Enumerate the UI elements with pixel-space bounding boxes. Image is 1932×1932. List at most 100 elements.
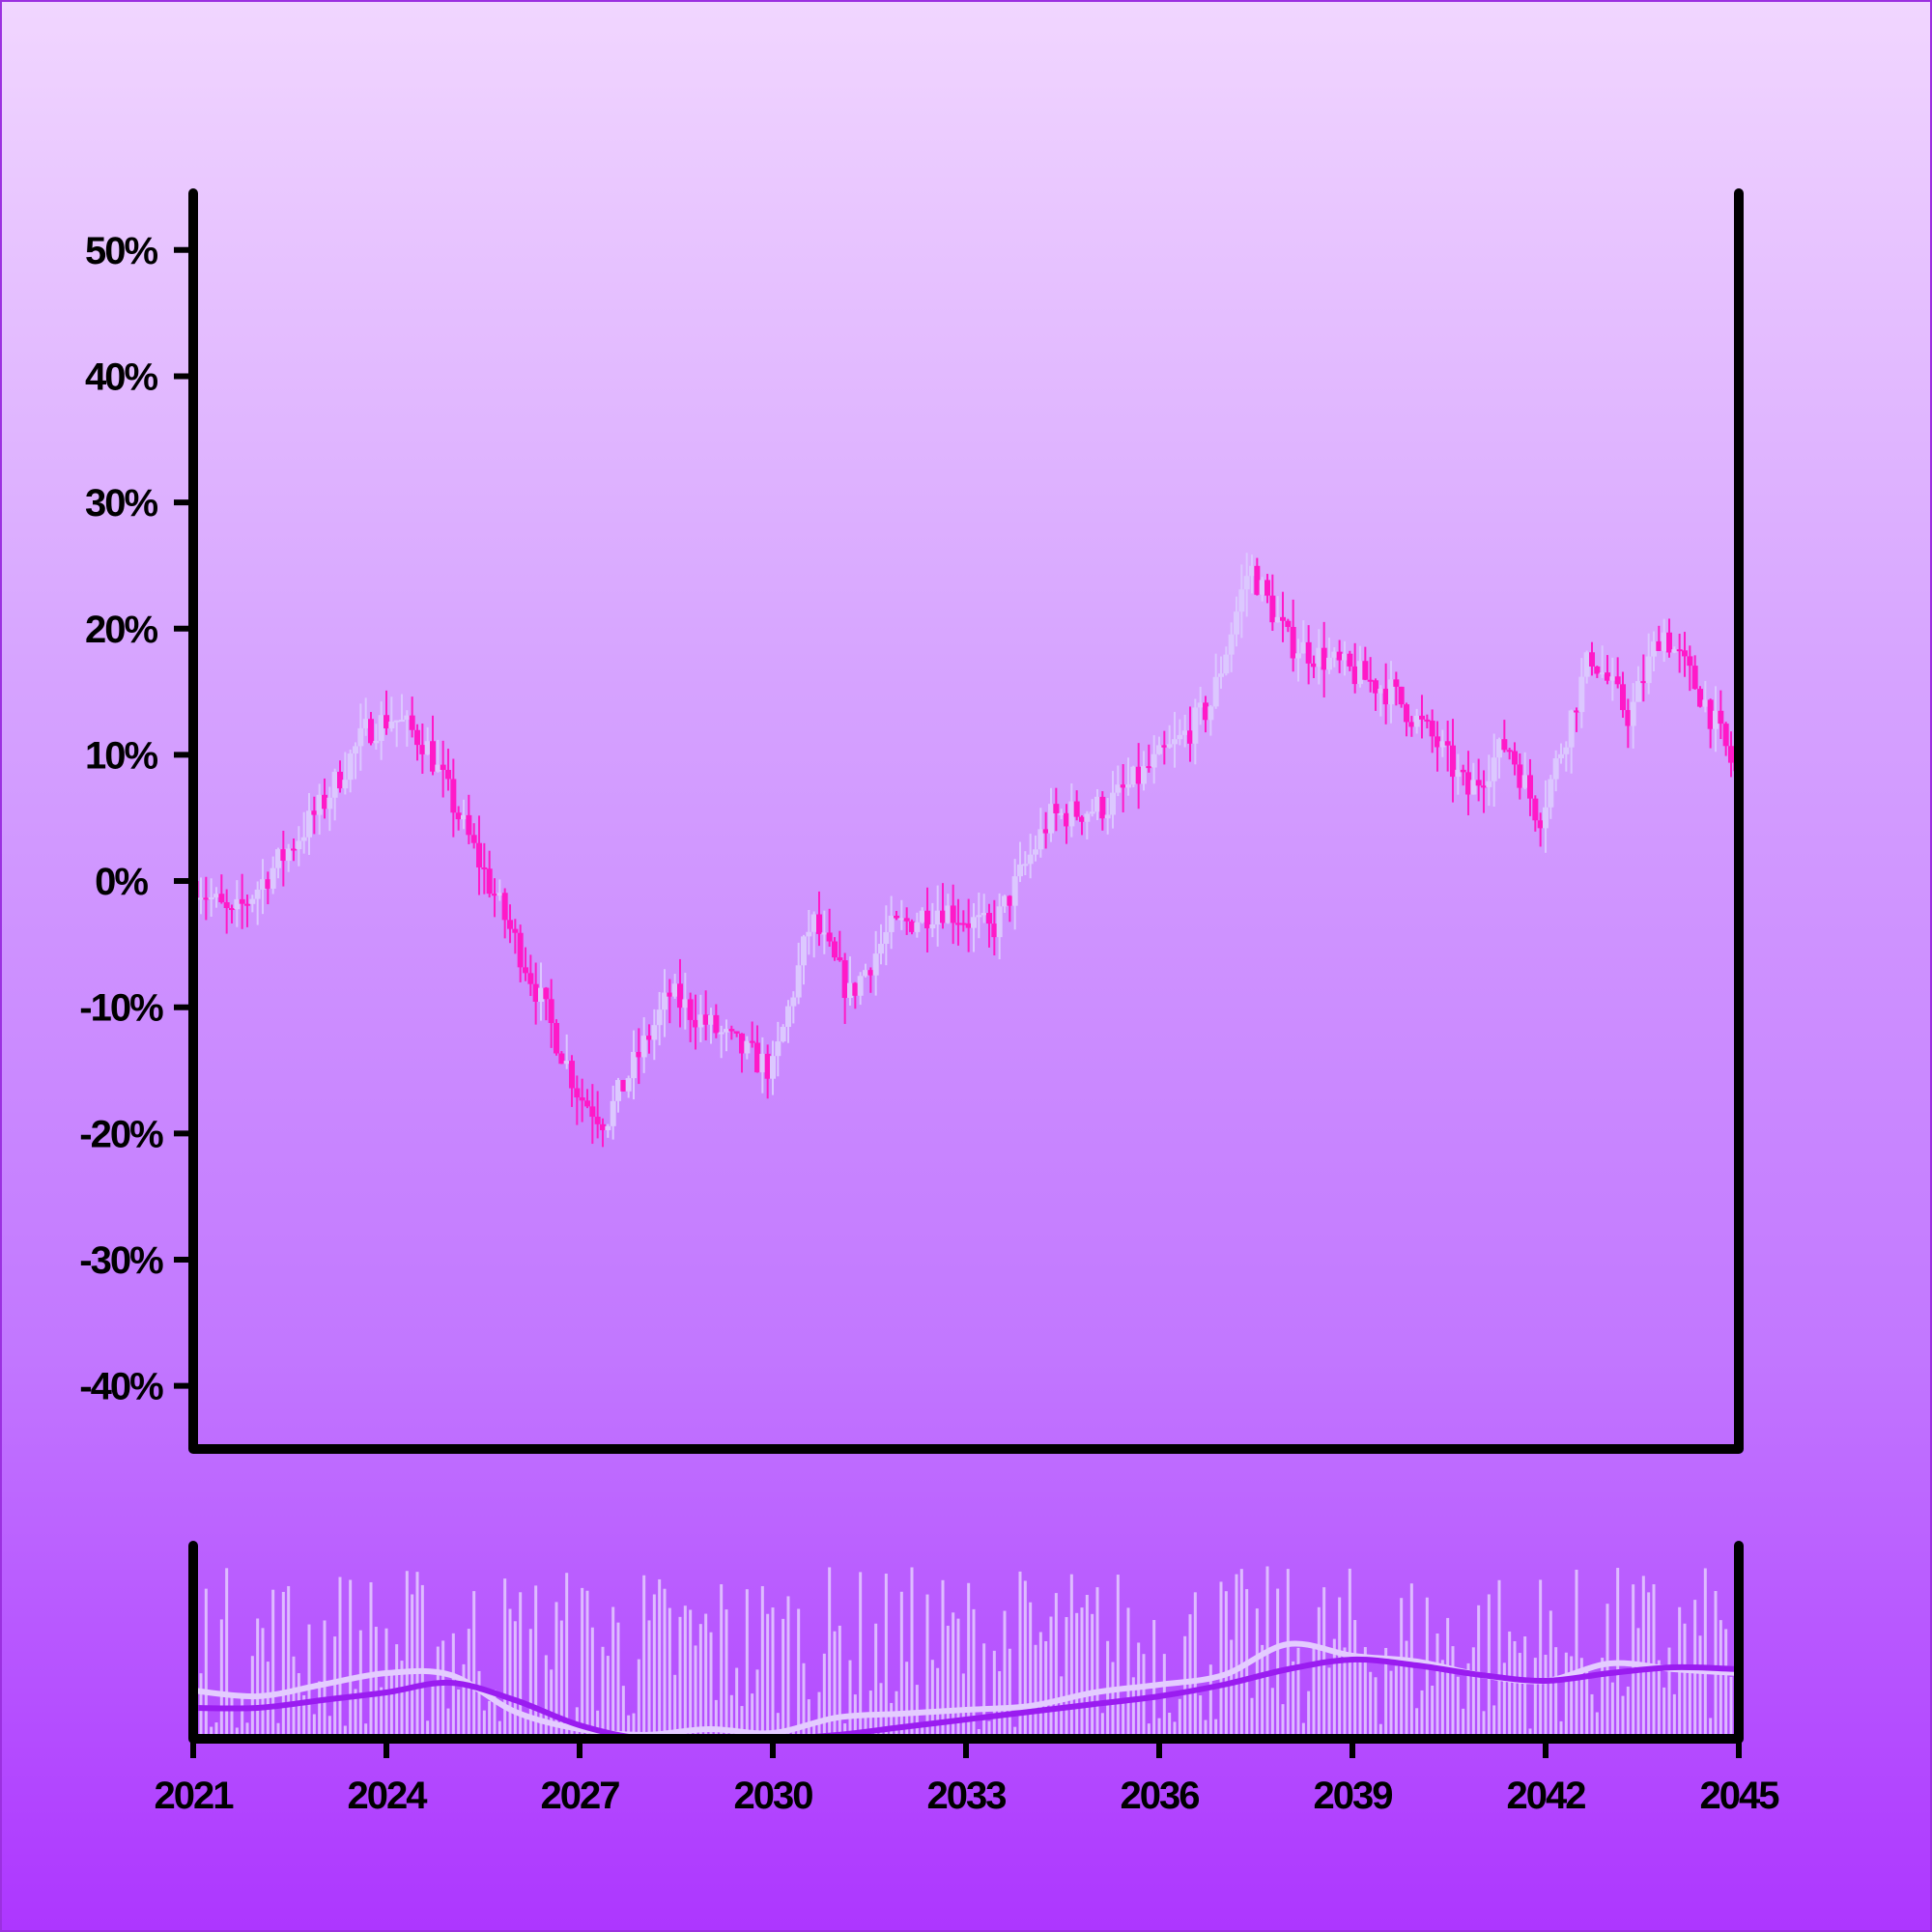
- candle-body: [1656, 640, 1662, 651]
- volume-bar: [420, 1584, 424, 1739]
- candle-down: [409, 696, 415, 738]
- candle-down: [1722, 722, 1729, 756]
- candle-up: [888, 895, 895, 950]
- candle-up: [847, 956, 853, 1006]
- candle-up: [254, 881, 261, 925]
- candle-up: [1094, 788, 1100, 821]
- candle-down: [1203, 696, 1208, 733]
- x-tick-label: 2045: [1700, 1775, 1780, 1817]
- candle-up: [1702, 680, 1709, 713]
- volume-bar: [1250, 1697, 1254, 1739]
- candle-body: [1470, 780, 1477, 795]
- candle-body: [1460, 769, 1466, 773]
- volume-bar: [998, 1671, 1002, 1739]
- volume-bar: [720, 1584, 724, 1739]
- candle-body: [584, 1100, 590, 1107]
- candle-body: [285, 848, 292, 862]
- candle-body: [1666, 632, 1672, 653]
- volume-bar: [735, 1667, 739, 1739]
- candle-up: [724, 1019, 729, 1052]
- candle-body: [569, 1061, 575, 1089]
- volume-bar: [930, 1660, 934, 1739]
- candle-body: [1475, 780, 1482, 786]
- volume-bar: [1703, 1568, 1707, 1739]
- candle-body: [223, 902, 230, 909]
- volume-bar: [550, 1669, 554, 1739]
- candle-up: [1342, 640, 1348, 676]
- candle-body: [1496, 739, 1502, 758]
- candle-up: [1104, 798, 1111, 835]
- volume-bar: [606, 1656, 610, 1739]
- candle-up: [1172, 711, 1178, 768]
- candle-up: [1300, 620, 1307, 654]
- candle-up: [971, 903, 977, 952]
- candle-body: [1027, 854, 1034, 865]
- volume-bar: [936, 1667, 940, 1739]
- volume-bar: [729, 1694, 733, 1739]
- volume-bar: [611, 1606, 615, 1739]
- volume-bar: [436, 1646, 440, 1739]
- candle-up: [1563, 741, 1570, 772]
- candle-body: [1234, 611, 1239, 635]
- candle-body: [1331, 651, 1338, 658]
- candle-down: [924, 887, 930, 952]
- candle-body: [625, 1078, 632, 1092]
- candle-body: [538, 987, 544, 1002]
- candle-body: [1002, 895, 1008, 907]
- candle-down: [1135, 743, 1142, 810]
- candle-body: [682, 999, 689, 1009]
- candle-body: [234, 898, 241, 910]
- candle-body: [656, 1009, 663, 1026]
- volume-bar: [859, 1572, 863, 1739]
- volume-bar: [323, 1620, 327, 1739]
- candle-down: [955, 898, 961, 946]
- candle-body: [1512, 751, 1518, 765]
- candle-body: [414, 729, 420, 746]
- candle-body: [898, 918, 905, 921]
- candle-down: [501, 888, 508, 939]
- volume-bar: [1261, 1644, 1264, 1739]
- volume-bar: [992, 1650, 996, 1739]
- candle-body: [620, 1080, 627, 1092]
- candle-up: [1521, 752, 1528, 790]
- volume-bar: [1554, 1647, 1558, 1739]
- candle-down: [579, 1078, 585, 1122]
- candle-down: [322, 778, 327, 819]
- volume-bar: [1508, 1631, 1512, 1739]
- candle-up: [697, 994, 704, 1042]
- volume-bar: [637, 1659, 640, 1739]
- candle-body: [852, 982, 859, 996]
- candle-body: [347, 753, 354, 781]
- candle-down: [337, 760, 343, 793]
- candle-body: [300, 837, 307, 841]
- candle-body: [677, 983, 683, 1009]
- volume-bar: [508, 1608, 512, 1739]
- candle-down: [677, 958, 683, 1028]
- candle-down: [1290, 599, 1296, 672]
- candle-down: [1682, 632, 1688, 677]
- candle-down: [554, 1019, 559, 1056]
- candle-body: [801, 936, 807, 966]
- volume-bar: [1621, 1695, 1625, 1739]
- candle-up: [1125, 757, 1131, 796]
- volume-bar: [374, 1627, 378, 1739]
- candle-up: [327, 786, 333, 832]
- candle-body: [1687, 656, 1693, 667]
- candle-down: [311, 796, 318, 835]
- candle-body: [532, 983, 539, 1002]
- volume-bar: [1343, 1647, 1347, 1739]
- candle-up: [1486, 754, 1492, 807]
- candle-down: [1351, 642, 1358, 694]
- candle-body: [770, 1056, 776, 1079]
- candle-up: [1177, 719, 1183, 746]
- candle-down: [600, 1118, 606, 1148]
- candle-body: [1583, 652, 1590, 677]
- candle-down: [826, 908, 833, 947]
- candle-body: [1640, 681, 1647, 684]
- candle-down: [1042, 811, 1049, 849]
- candle-down: [1594, 666, 1601, 678]
- volume-bar: [1353, 1620, 1357, 1739]
- candle-body: [867, 970, 874, 976]
- candle-down: [960, 910, 967, 932]
- candle-up: [775, 1021, 781, 1077]
